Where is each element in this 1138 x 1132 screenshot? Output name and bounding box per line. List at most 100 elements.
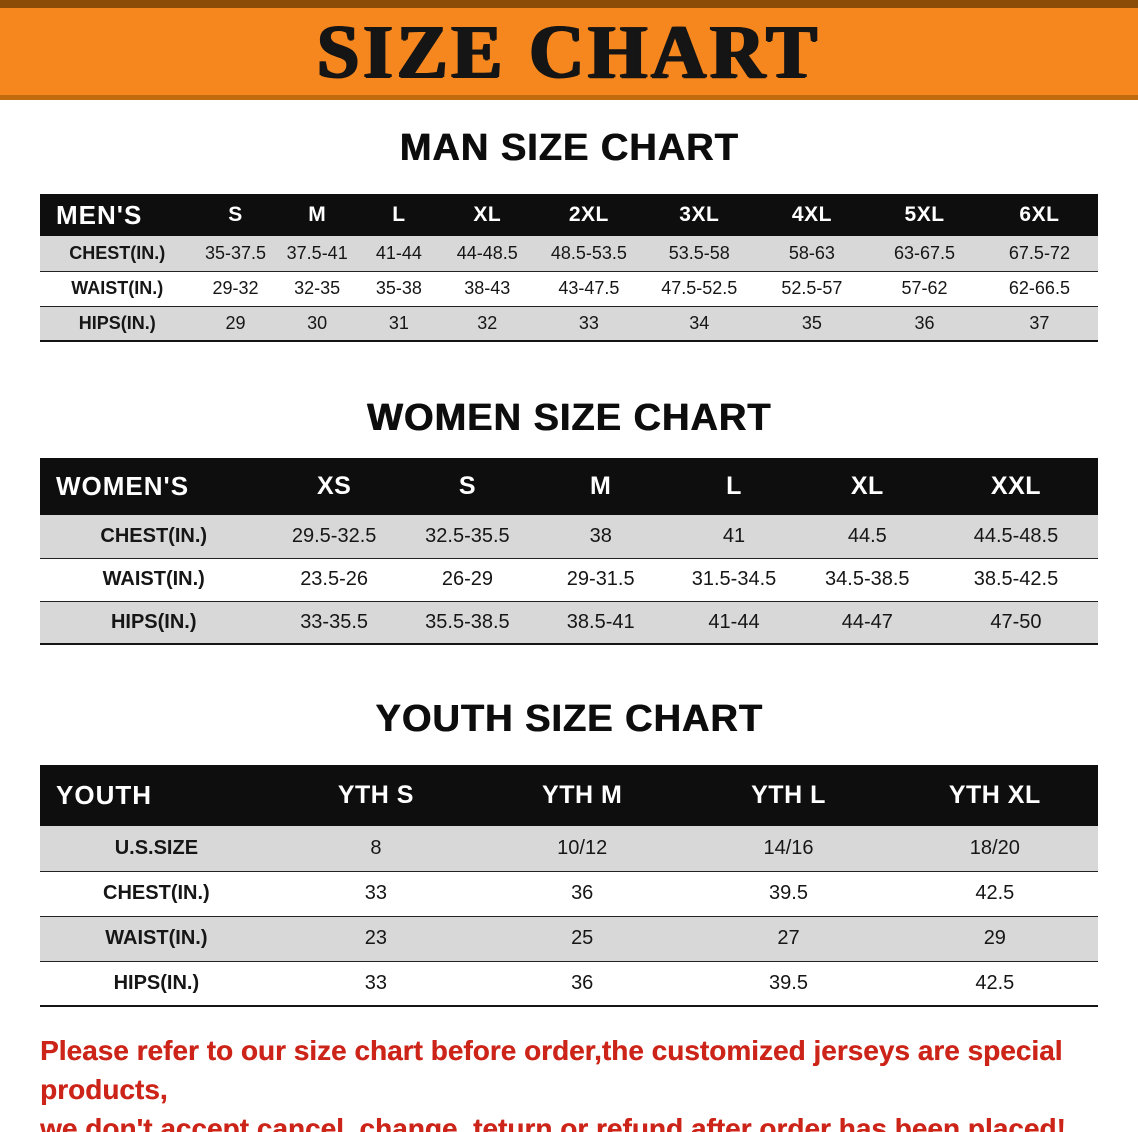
measurement-value-cell: 39.5: [769, 971, 808, 994]
measurement-value-cell: 44.5: [847, 524, 887, 547]
size-column-header: XXL: [933, 458, 1098, 515]
measurement-row: WAIST(IN.) 29-32 32-35 35-38 38-43 43-47.5 47.…: [40, 271, 1098, 306]
measurement-label-cell: CHEST(IN.): [100, 524, 208, 547]
women-size-table: WOMEN'S XS S M L XL XXL CHEST(IN.) 29.5-32.5 32.5…: [40, 458, 1098, 645]
size-column-header: 6XL: [980, 194, 1098, 236]
men-size-section: MAN SIZE CHART MEN'S S M L XL 2XL 3XL 4XL 5XL 6XL…: [0, 126, 1138, 342]
measurement-value-cell: 62-66.5: [1008, 278, 1070, 298]
table-title-cell: WOMEN'S: [40, 458, 268, 515]
measurement-value-cell: 36: [571, 882, 594, 904]
measurement-label-cell: HIPS(IN.): [113, 971, 200, 994]
measurement-value-cell: 29.5-32.5: [291, 524, 377, 547]
measurement-value-cell: 27: [777, 927, 800, 949]
measurement-value-cell: 38.5-41: [566, 610, 635, 633]
measurement-value-cell: 41: [722, 524, 746, 547]
measurement-label-cell: HIPS(IN.): [110, 610, 197, 633]
measurement-row: WAIST(IN.) 23 25 27 29: [40, 916, 1098, 961]
measurement-row: U.S.SIZE 8 10/12 14/16 18/20: [40, 826, 1098, 871]
measurement-value-cell: 35: [801, 312, 822, 333]
disclaimer-line-2: we don't accept cancel, change, teturn o…: [40, 1113, 1066, 1132]
measurement-value-cell: 26-29: [441, 568, 493, 590]
measurement-value-cell: 44.5-48.5: [973, 524, 1059, 547]
measurement-value-cell: 33-35.5: [300, 610, 369, 633]
measurement-value-cell: 42.5: [975, 971, 1015, 994]
size-column-header: 2XL: [534, 194, 643, 236]
measurement-value-cell: 43-47.5: [558, 278, 620, 298]
table-header-row: MEN'S S M L XL 2XL 3XL 4XL 5XL 6XL: [40, 194, 1098, 236]
measurement-value-cell: 37: [1029, 312, 1050, 333]
size-column-header: S: [400, 458, 535, 515]
measurement-value-cell: 41-44: [375, 242, 422, 263]
measurement-value-cell: 33: [364, 971, 388, 994]
size-column-header: YTH M: [479, 765, 686, 826]
men-section-heading: MAN SIZE CHART: [399, 127, 739, 169]
page-title: SIZE CHART: [316, 9, 821, 94]
measurement-value-cell: 34: [689, 312, 710, 333]
table-title-cell: MEN'S: [40, 194, 195, 236]
measurement-value-cell: 31.5-34.5: [691, 568, 777, 590]
measurement-value-cell: 57-62: [901, 278, 948, 298]
measurement-value-cell: 29: [225, 312, 246, 333]
table-header-row: WOMEN'S XS S M L XL XXL: [40, 458, 1098, 515]
measurement-value-cell: 32.5-35.5: [425, 524, 510, 547]
measurement-value-cell: 35.5-38.5: [425, 610, 510, 633]
measurement-value-cell: 63-67.5: [894, 242, 956, 263]
youth-size-section: YOUTH SIZE CHART YOUTH YTH S YTH M YTH L YTH…: [0, 697, 1138, 1007]
table-header-row: YOUTH YTH S YTH M YTH L YTH XL: [40, 765, 1098, 826]
measurement-value-cell: 32-35: [294, 278, 341, 298]
measurement-value-cell: 58-63: [788, 242, 835, 263]
measurement-value-cell: 39.5: [769, 882, 808, 904]
size-column-header: YTH L: [685, 765, 892, 826]
size-column-header: M: [276, 194, 359, 236]
measurement-value-cell: 38.5-42.5: [973, 568, 1059, 590]
size-column-header: 5XL: [868, 194, 981, 236]
measurement-value-cell: 53.5-58: [668, 242, 730, 263]
size-column-header: XL: [439, 194, 535, 236]
size-column-header: YTH S: [272, 765, 480, 826]
measurement-value-cell: 36: [914, 312, 935, 333]
measurement-value-cell: 18/20: [969, 836, 1020, 859]
measurement-value-cell: 33: [578, 312, 599, 333]
size-column-header: M: [534, 458, 668, 515]
measurement-row: HIPS(IN.) 33 36 39.5 42.5: [40, 961, 1098, 1006]
size-column-header: 4XL: [755, 194, 869, 236]
measurement-value-cell: 36: [571, 971, 594, 994]
measurement-value-cell: 52.5-57: [781, 278, 843, 298]
measurement-value-cell: 8: [370, 836, 382, 859]
measurement-row: CHEST(IN.) 29.5-32.5 32.5-35.5 38 41 44.5 44.5…: [40, 515, 1098, 558]
size-column-header: L: [667, 458, 801, 515]
measurement-value-cell: 41-44: [708, 610, 760, 633]
measurement-row: CHEST(IN.) 35-37.5 37.5-41 41-44 44-48.5 48.5…: [40, 236, 1098, 271]
measurement-value-cell: 35-37.5: [204, 242, 266, 263]
size-column-header: YTH XL: [891, 765, 1098, 826]
measurement-row: WAIST(IN.) 23.5-26 26-29 29-31.5 31.5-34.5 34…: [40, 558, 1098, 601]
measurement-value-cell: 38-43: [464, 278, 511, 298]
measurement-value-cell: 44-48.5: [456, 242, 518, 263]
measurement-value-cell: 38: [589, 524, 612, 547]
measurement-value-cell: 29: [983, 927, 1006, 949]
measurement-value-cell: 29-31.5: [566, 568, 635, 590]
measurement-label-cell: WAIST(IN.): [71, 278, 164, 298]
size-column-header: S: [194, 194, 277, 236]
measurement-value-cell: 34.5-38.5: [825, 568, 910, 590]
measurement-value-cell: 32: [477, 312, 498, 333]
measurement-value-cell: 30: [307, 312, 328, 333]
men-size-table: MEN'S S M L XL 2XL 3XL 4XL 5XL 6XL CHEST(IN.) 35-37…: [40, 194, 1098, 342]
measurement-value-cell: 33: [364, 882, 388, 904]
measurement-value-cell: 23: [364, 927, 388, 949]
measurement-label-cell: WAIST(IN.): [105, 927, 208, 949]
measurement-label-cell: CHEST(IN.): [69, 242, 166, 263]
measurement-value-cell: 44-47: [841, 610, 893, 633]
measurement-value-cell: 31: [388, 312, 409, 333]
disclaimer: Please refer to our size chart before or…: [40, 1031, 1098, 1132]
table-title-cell: YOUTH: [40, 765, 273, 826]
size-column-header: 3XL: [642, 194, 756, 236]
youth-section-heading: YOUTH SIZE CHART: [375, 698, 763, 740]
measurement-label-cell: U.S.SIZE: [114, 836, 199, 859]
measurement-value-cell: 48.5-53.5: [550, 242, 627, 263]
size-column-header: XL: [800, 458, 934, 515]
measurement-value-cell: 47-50: [990, 610, 1042, 633]
size-column-header: XS: [267, 458, 401, 515]
measurement-value-cell: 10/12: [557, 836, 608, 859]
